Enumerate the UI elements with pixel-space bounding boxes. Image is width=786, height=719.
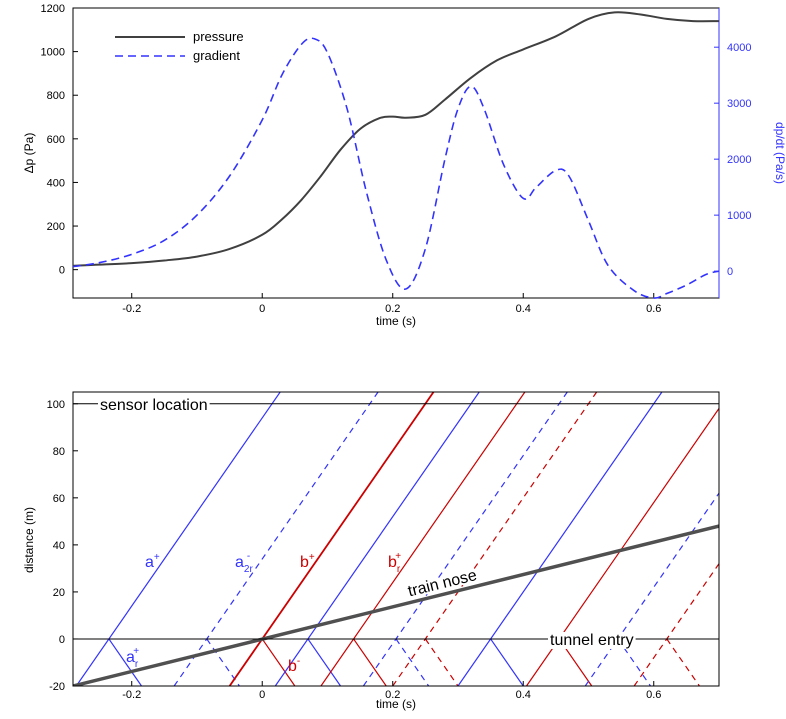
top-y-ticks: 0 200 400 600 800 1000 1200: [41, 3, 78, 277]
top-y-tick-label: 1000: [41, 47, 65, 59]
top-y-tick-label: 600: [47, 134, 65, 146]
top-x-tick-label: 0: [259, 303, 265, 315]
annotation-a-r-sub: r: [135, 659, 139, 670]
top-x-tick-label: 0.6: [646, 303, 661, 315]
bottom-x-axis-label: time (s): [376, 697, 416, 711]
bottom-y-tick-label: -20: [49, 681, 65, 693]
characteristic-lines: [73, 392, 719, 686]
bottom-plot-frame: [72, 391, 720, 687]
top-y2-axis-label: dp/dt (Pa/s): [773, 122, 786, 184]
reflected-line: [490, 638, 524, 686]
annotation-a-plus: a+: [145, 552, 160, 571]
bottom-x-tick-label: 0: [259, 689, 265, 701]
reflected-line: [617, 638, 651, 686]
bottom-x-tick-label: 0.6: [646, 689, 661, 701]
characteristic-line: [633, 562, 719, 686]
characteristic-line: [228, 392, 435, 686]
reference-label-background: [98, 396, 210, 414]
bottom-y-axis-label: distance (m): [22, 507, 36, 573]
characteristic-line: [457, 392, 663, 686]
reference-line-label: sensor location: [100, 397, 208, 414]
top-x-axis-label: time (s): [376, 314, 416, 328]
annotation-b-minus: b-: [288, 656, 300, 675]
reflected-line: [307, 638, 342, 686]
annotation-a-2r-sup: -: [247, 551, 250, 562]
annotation-b-plus-sup: +: [309, 552, 315, 563]
top-x-tick-label: 0.2: [385, 303, 400, 315]
characteristic-line: [75, 392, 281, 686]
annotation-b-plus-base: b: [300, 554, 309, 571]
top-x-tick-label: 0.4: [516, 303, 531, 315]
reference-label-background: [548, 631, 636, 649]
wave-annotations: a+ a2r- b+ br+ ar+ b-: [126, 551, 401, 675]
top-y-tick-label: 1200: [41, 3, 65, 15]
top-x-tick-label: -0.2: [122, 303, 141, 315]
annotation-a-plus-base: a: [145, 554, 154, 571]
top-y-axis-label: Δp (Pa): [22, 133, 36, 174]
annotation-b-r-base: b: [388, 554, 397, 571]
annotation-b-plus: b+: [300, 552, 315, 571]
bottom-y-tick-label: 20: [53, 587, 65, 599]
top-y2-tick-label: 0: [727, 266, 733, 278]
reflected-line: [108, 638, 143, 686]
gradient-series-line: [72, 37, 720, 299]
annotation-a-2r-sub: 2r: [244, 564, 254, 575]
pressure-chart: -0.2 0 0.2 0.4 0.6 0 200 400 600 800 1000 1200 0 10…: [22, 3, 786, 328]
characteristic-line: [362, 392, 568, 686]
reflected-line: [424, 638, 459, 686]
annotation-a-r-plus: ar +: [126, 646, 139, 670]
legend: pressure gradient: [115, 29, 244, 63]
top-series: [72, 11, 720, 299]
reflected-line: [666, 638, 700, 686]
top-y2-tick-label: 4000: [727, 42, 751, 54]
bottom-x-tick-label: -0.2: [122, 689, 141, 701]
annotation-b-r-sup: +: [395, 551, 401, 562]
top-plot-frame: [72, 7, 720, 299]
top-y-tick-label: 200: [47, 221, 65, 233]
bottom-x-tick-label: 0.4: [516, 689, 531, 701]
bottom-y-ticks: -20 0 20 40 60 80 100: [47, 399, 78, 693]
top-y-tick-label: 0: [59, 265, 65, 277]
top-y2-tick-label: 3000: [727, 98, 751, 110]
bottom-y-tick-label: 60: [53, 493, 65, 505]
legend-pressure-label: pressure: [193, 29, 244, 44]
top-y2-ticks: 0 1000 2000 3000 4000: [714, 42, 751, 278]
annotation-a-r-sup: +: [133, 646, 139, 657]
annotation-b-r-plus: br +: [388, 551, 401, 575]
pressure-series-line: [72, 11, 720, 267]
annotation-a-2r-base: a: [235, 554, 244, 571]
top-y-tick-label: 400: [47, 177, 65, 189]
reflected-line: [353, 638, 387, 686]
annotation-a-2r-minus: a2r -: [235, 551, 253, 575]
top-x-ticks: -0.2 0 0.2 0.4 0.6: [122, 293, 661, 315]
reflected-line: [395, 638, 430, 686]
legend-gradient-label: gradient: [193, 48, 240, 63]
reference-line-label: tunnel entry: [550, 632, 634, 649]
annotation-a-plus-sup: +: [154, 552, 160, 563]
bottom-x-ticks: -0.2 0 0.2 0.4 0.6: [122, 681, 661, 701]
bottom-x-tick-label: 0.2: [385, 689, 400, 701]
annotation-b-minus-base: b: [288, 658, 297, 675]
characteristic-line: [173, 392, 379, 686]
annotation-b-r-sub: r: [397, 564, 401, 575]
bottom-y-tick-label: 0: [59, 634, 65, 646]
characteristic-line: [274, 392, 480, 686]
top-y2-tick-label: 2000: [727, 154, 751, 166]
bottom-y-tick-label: 100: [47, 399, 65, 411]
annotation-a-r-base: a: [126, 649, 135, 666]
characteristic-line: [392, 392, 598, 686]
top-y2-tick-label: 1000: [727, 210, 751, 222]
top-y-tick-label: 800: [47, 90, 65, 102]
annotation-b-minus-sup: -: [297, 656, 300, 667]
characteristic-line: [320, 392, 526, 686]
train-nose-line: [73, 524, 719, 686]
reflected-line: [261, 638, 296, 686]
bottom-y-tick-label: 40: [53, 540, 65, 552]
bottom-y-tick-label: 80: [53, 446, 65, 458]
